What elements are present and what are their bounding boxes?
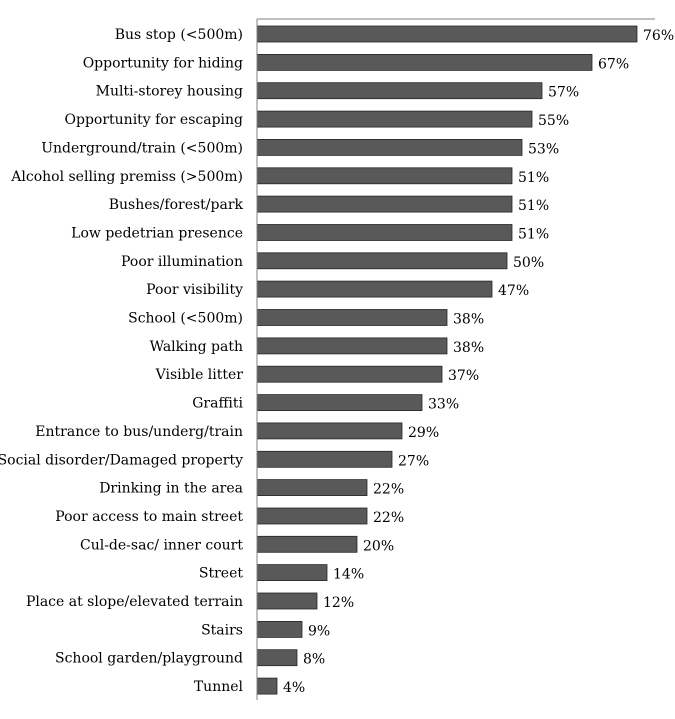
bar <box>256 280 493 298</box>
value-label: 37% <box>448 368 479 384</box>
value-label: 50% <box>513 255 544 271</box>
bar <box>256 677 278 695</box>
category-label: Drinking in the area <box>99 481 243 497</box>
bar <box>256 479 368 497</box>
category-label: School garden/playground <box>55 651 243 667</box>
value-label: 47% <box>498 283 529 299</box>
bar <box>256 394 423 412</box>
value-label: 22% <box>373 482 404 498</box>
category-label: Stairs <box>201 622 243 638</box>
value-label: 9% <box>308 623 330 639</box>
value-label: 27% <box>398 453 429 469</box>
bar <box>256 450 393 468</box>
bar <box>256 621 303 638</box>
bar <box>256 564 328 581</box>
category-label: Bus stop (<500m) <box>115 27 243 43</box>
category-label: Street <box>199 566 243 582</box>
value-label: 14% <box>333 567 364 583</box>
bar <box>256 507 368 525</box>
bar <box>256 138 523 156</box>
category-label: Poor illumination <box>121 254 243 270</box>
value-label: 38% <box>453 340 484 356</box>
category-label: Place at slope/elevated terrain <box>26 594 243 610</box>
value-label: 22% <box>373 510 404 526</box>
value-label: 55% <box>538 113 569 129</box>
value-label: 38% <box>453 312 484 328</box>
value-labels-group: 76% 67% 57% 55% 53% 51% 51% 51% 50% 47% 38% 38% 37% 3… <box>283 28 674 696</box>
bar <box>256 82 543 100</box>
bar <box>256 224 513 241</box>
category-label: School (<500m) <box>128 311 243 327</box>
bars-group <box>256 25 638 695</box>
value-label: 29% <box>408 425 439 441</box>
category-label: Poor visibility <box>146 282 243 298</box>
category-label: Alcohol selling premiss (>500m) <box>10 169 243 185</box>
category-label: Visible litter <box>155 367 244 383</box>
value-label: 76% <box>643 28 674 44</box>
bar <box>256 167 513 185</box>
value-label: 51% <box>518 170 549 186</box>
category-label: Social disorder/Damaged property <box>0 452 243 468</box>
category-label: Underground/train (<500m) <box>41 140 243 156</box>
bar <box>256 195 513 213</box>
category-label: Low pedetrian presence <box>71 226 243 242</box>
bar <box>256 110 533 128</box>
bar <box>256 25 638 43</box>
category-label: Cul-de-sac/ inner court <box>80 537 243 553</box>
bar <box>256 337 448 355</box>
value-label: 33% <box>428 397 459 413</box>
value-label: 67% <box>598 56 629 72</box>
bar <box>256 535 358 553</box>
value-label: 53% <box>528 141 559 157</box>
category-label: Entrance to bus/underg/train <box>35 424 243 440</box>
bar <box>256 365 443 383</box>
category-label: Graffiti <box>192 396 243 412</box>
value-label: 8% <box>303 652 325 668</box>
bar <box>256 54 593 71</box>
category-label: Walking path <box>150 339 243 355</box>
category-label: Poor access to main street <box>55 509 243 525</box>
bar <box>256 252 508 270</box>
value-label: 57% <box>548 85 579 101</box>
bar <box>256 309 448 326</box>
category-label: Opportunity for hiding <box>83 55 243 71</box>
value-label: 12% <box>323 595 354 611</box>
category-labels-group: Bus stop (<500m) Opportunity for hiding Mu… <box>0 27 244 695</box>
bar <box>256 422 403 440</box>
category-label: Tunnel <box>194 679 244 695</box>
value-label: 20% <box>363 538 394 554</box>
bar <box>256 592 318 610</box>
bar <box>256 649 298 667</box>
value-label: 51% <box>518 227 549 243</box>
category-label: Opportunity for escaping <box>65 112 244 128</box>
value-label: 4% <box>283 680 305 696</box>
category-label: Multi-storey housing <box>96 84 243 100</box>
category-label: Bushes/forest/park <box>109 197 244 213</box>
value-label: 51% <box>518 198 549 214</box>
